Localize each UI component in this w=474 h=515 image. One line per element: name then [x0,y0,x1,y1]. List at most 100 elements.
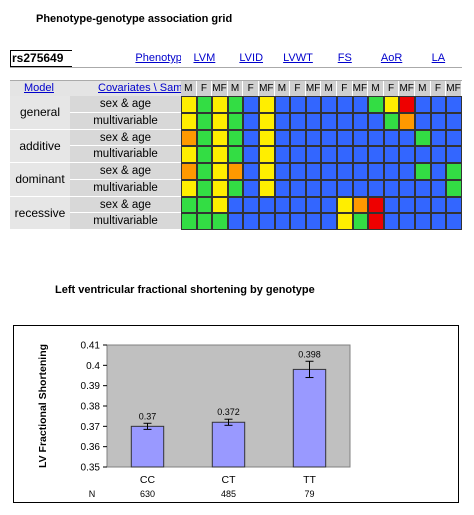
grid-cell-blue[interactable] [368,129,384,147]
grid-cell-blue[interactable] [399,179,415,197]
grid-cell-blue[interactable] [321,112,337,130]
grid-cell-blue[interactable] [399,196,415,214]
grid-cell-yellow[interactable] [259,96,275,113]
grid-cell-blue[interactable] [305,146,322,163]
grid-cell-blue[interactable] [430,146,447,163]
grid-cell-blue[interactable] [290,112,306,130]
grid-cell-yellow[interactable] [212,179,228,197]
grid-cell-yellow[interactable] [212,163,228,180]
grid-cell-blue[interactable] [415,213,431,230]
grid-cell-orange[interactable] [399,112,415,130]
grid-cell-blue[interactable] [290,146,306,163]
phenotype-link-lvwt[interactable]: LVWT [283,52,313,64]
grid-cell-blue[interactable] [352,112,369,130]
grid-cell-blue[interactable] [321,129,337,147]
grid-cell-green[interactable] [196,213,213,230]
grid-cell-blue[interactable] [274,146,291,163]
grid-cell-blue[interactable] [305,213,322,230]
grid-cell-green[interactable] [196,146,213,163]
grid-cell-blue[interactable] [321,196,337,214]
grid-cell-green[interactable] [196,179,213,197]
grid-cell-green[interactable] [196,96,213,113]
grid-cell-blue[interactable] [430,196,447,214]
grid-cell-blue[interactable] [446,213,462,230]
grid-cell-blue[interactable] [337,129,353,147]
grid-cell-blue[interactable] [383,179,400,197]
grid-cell-yellow[interactable] [212,146,228,163]
grid-cell-blue[interactable] [430,112,447,130]
grid-cell-green[interactable] [227,96,244,113]
grid-cell-orange[interactable] [181,163,197,180]
grid-cell-green[interactable] [196,163,213,180]
grid-cell-blue[interactable] [368,112,384,130]
grid-cell-blue[interactable] [227,196,244,214]
grid-cell-blue[interactable] [352,146,369,163]
grid-cell-blue[interactable] [243,146,259,163]
grid-cell-orange[interactable] [352,196,369,214]
grid-cell-blue[interactable] [305,179,322,197]
grid-cell-yellow[interactable] [337,213,353,230]
grid-cell-green[interactable] [368,96,384,113]
phenotype-link-fs[interactable]: FS [337,52,352,64]
covariates-sample-link[interactable]: Covariates \ Sample [98,82,198,94]
grid-cell-green[interactable] [196,112,213,130]
grid-cell-blue[interactable] [274,112,291,130]
grid-cell-yellow[interactable] [181,96,197,113]
grid-cell-blue[interactable] [352,163,369,180]
grid-cell-blue[interactable] [337,179,353,197]
grid-cell-blue[interactable] [337,112,353,130]
phenotype-link-lvm[interactable]: LVM [193,52,216,64]
grid-cell-blue[interactable] [259,196,275,214]
grid-cell-blue[interactable] [305,196,322,214]
grid-cell-yellow[interactable] [259,179,275,197]
grid-cell-green[interactable] [227,146,244,163]
grid-cell-yellow[interactable] [383,96,400,113]
grid-cell-blue[interactable] [446,146,462,163]
grid-cell-blue[interactable] [415,96,431,113]
grid-cell-blue[interactable] [399,213,415,230]
grid-cell-blue[interactable] [383,129,400,147]
grid-cell-green[interactable] [196,129,213,147]
grid-cell-green[interactable] [212,213,228,230]
grid-cell-blue[interactable] [243,179,259,197]
grid-cell-yellow[interactable] [337,196,353,214]
grid-cell-blue[interactable] [383,146,400,163]
grid-cell-blue[interactable] [227,213,244,230]
grid-cell-blue[interactable] [352,179,369,197]
grid-cell-blue[interactable] [446,96,462,113]
grid-cell-orange[interactable] [181,129,197,147]
grid-cell-green[interactable] [446,179,462,197]
phenotype-link-la[interactable]: LA [431,52,446,64]
grid-cell-blue[interactable] [290,129,306,147]
grid-cell-red[interactable] [368,196,384,214]
grid-cell-blue[interactable] [383,163,400,180]
grid-cell-blue[interactable] [415,146,431,163]
grid-cell-blue[interactable] [321,179,337,197]
grid-cell-blue[interactable] [321,213,337,230]
grid-cell-green[interactable] [383,112,400,130]
grid-cell-green[interactable] [415,129,431,147]
grid-cell-blue[interactable] [274,163,291,180]
grid-cell-blue[interactable] [399,163,415,180]
grid-cell-blue[interactable] [415,179,431,197]
grid-cell-blue[interactable] [243,129,259,147]
grid-cell-blue[interactable] [274,213,291,230]
grid-cell-yellow[interactable] [212,96,228,113]
grid-cell-yellow[interactable] [259,112,275,130]
grid-cell-blue[interactable] [446,129,462,147]
grid-cell-blue[interactable] [243,112,259,130]
grid-cell-green[interactable] [227,112,244,130]
grid-cell-blue[interactable] [243,213,259,230]
grid-cell-blue[interactable] [290,213,306,230]
grid-cell-green[interactable] [227,129,244,147]
grid-cell-blue[interactable] [305,129,322,147]
grid-cell-blue[interactable] [259,213,275,230]
phenotype-link[interactable]: Phenotype [135,52,188,64]
grid-cell-blue[interactable] [368,163,384,180]
grid-cell-blue[interactable] [321,146,337,163]
grid-cell-green[interactable] [181,213,197,230]
model-link[interactable]: Model [24,82,54,94]
grid-cell-yellow[interactable] [181,179,197,197]
grid-cell-blue[interactable] [290,163,306,180]
grid-cell-blue[interactable] [305,112,322,130]
